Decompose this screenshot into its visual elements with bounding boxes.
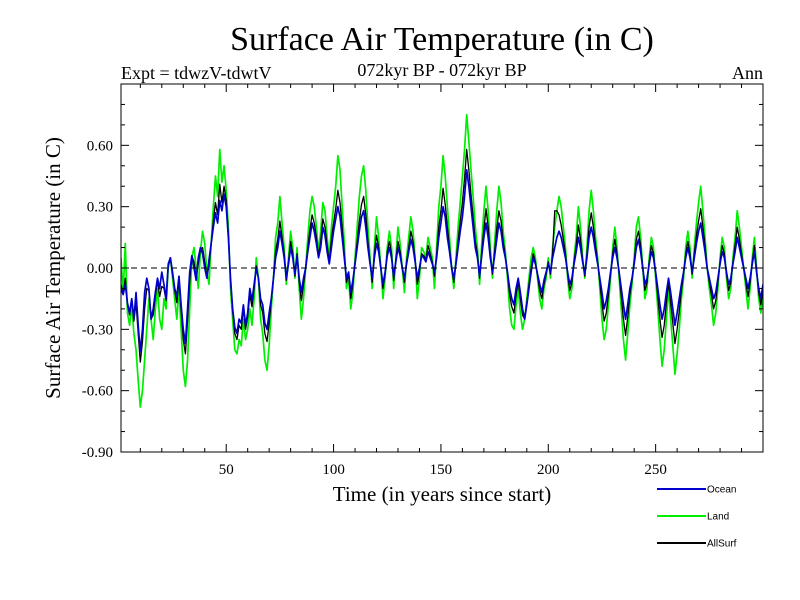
legend-label-land: Land bbox=[707, 512, 729, 523]
x-tick-label: 150 bbox=[430, 462, 453, 478]
series-line-land bbox=[121, 113, 763, 408]
legend: Ocean Land AllSurf bbox=[657, 485, 737, 550]
legend-label-allsurf: AllSurf bbox=[707, 539, 737, 550]
expt-label: Expt = tdwzV-tdwtV bbox=[121, 63, 271, 83]
x-tick-label: 100 bbox=[322, 462, 345, 478]
season-label: Ann bbox=[732, 63, 763, 83]
y-tick-label: 0.00 bbox=[87, 261, 113, 277]
x-tick-label: 50 bbox=[219, 462, 234, 478]
axes-layer: 50 100 150 200 250 -0.90 -0.60 -0.30 0.00 0.30 0.6… bbox=[82, 83, 764, 478]
y-tick-label: -0.60 bbox=[82, 384, 113, 400]
series-layer bbox=[121, 113, 763, 408]
y-tick-label: 0.60 bbox=[87, 138, 113, 154]
y-tick-label: -0.30 bbox=[82, 322, 113, 338]
y-axis-label: Surface Air Temperature (in C) bbox=[41, 137, 65, 399]
chart-title: Surface Air Temperature (in C) bbox=[230, 21, 654, 58]
x-tick-label: 200 bbox=[537, 462, 560, 478]
series-line-ocean bbox=[121, 169, 763, 353]
x-axis-label: Time (in years since start) bbox=[333, 482, 552, 506]
x-tick-label: 250 bbox=[644, 462, 667, 478]
chart-subtitle: 072kyr BP - 072kyr BP bbox=[357, 60, 526, 80]
legend-label-ocean: Ocean bbox=[707, 485, 736, 496]
y-tick-label: 0.30 bbox=[87, 200, 113, 216]
y-tick-label: -0.90 bbox=[82, 445, 113, 461]
